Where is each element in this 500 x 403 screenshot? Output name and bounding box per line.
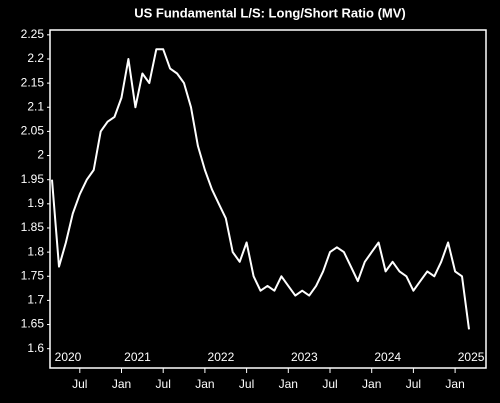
year-label: 2024: [374, 350, 401, 364]
x-tick-label: Jan: [445, 377, 464, 391]
plot-frame: [49, 29, 487, 369]
y-tick-label: 2.05: [21, 124, 45, 138]
y-tick-label: 2: [37, 148, 44, 162]
x-tick-label: Jul: [406, 377, 421, 391]
x-tick-label: Jul: [322, 377, 337, 391]
year-label: 2021: [124, 350, 151, 364]
x-tick-label: Jan: [279, 377, 298, 391]
y-tick-label: 1.95: [21, 172, 45, 186]
y-tick-label: 2.2: [27, 51, 44, 65]
y-tick-label: 1.85: [21, 220, 45, 234]
y-tick-label: 1.75: [21, 268, 45, 282]
x-tick-label: Jul: [156, 377, 171, 391]
y-tick-label: 1.9: [27, 196, 44, 210]
x-tick-label: Jul: [72, 377, 87, 391]
y-tick-label: 1.6: [27, 341, 44, 355]
year-label: 2020: [55, 350, 82, 364]
data-line: [51, 48, 470, 330]
y-tick-label: 1.8: [27, 244, 44, 258]
x-tick-label: Jan: [362, 377, 381, 391]
y-tick-label: 2.25: [21, 27, 45, 41]
y-tick-label: 1.65: [21, 317, 45, 331]
x-tick-label: Jul: [239, 377, 254, 391]
y-tick-label: 2.1: [27, 99, 44, 113]
x-tick-label: Jan: [112, 377, 131, 391]
year-label: 2023: [291, 350, 318, 364]
y-tick-label: 1.7: [27, 293, 44, 307]
y-tick-label: 2.15: [21, 75, 45, 89]
chart-title: US Fundamental L/S: Long/Short Ratio (MV…: [134, 5, 406, 20]
year-label: 2025: [458, 350, 485, 364]
year-label: 2022: [208, 350, 235, 364]
x-tick-label: Jan: [195, 377, 214, 391]
